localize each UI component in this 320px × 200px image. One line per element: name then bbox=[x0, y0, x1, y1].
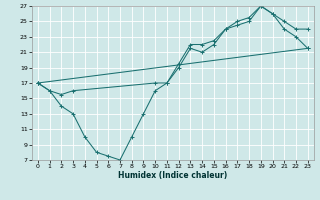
X-axis label: Humidex (Indice chaleur): Humidex (Indice chaleur) bbox=[118, 171, 228, 180]
